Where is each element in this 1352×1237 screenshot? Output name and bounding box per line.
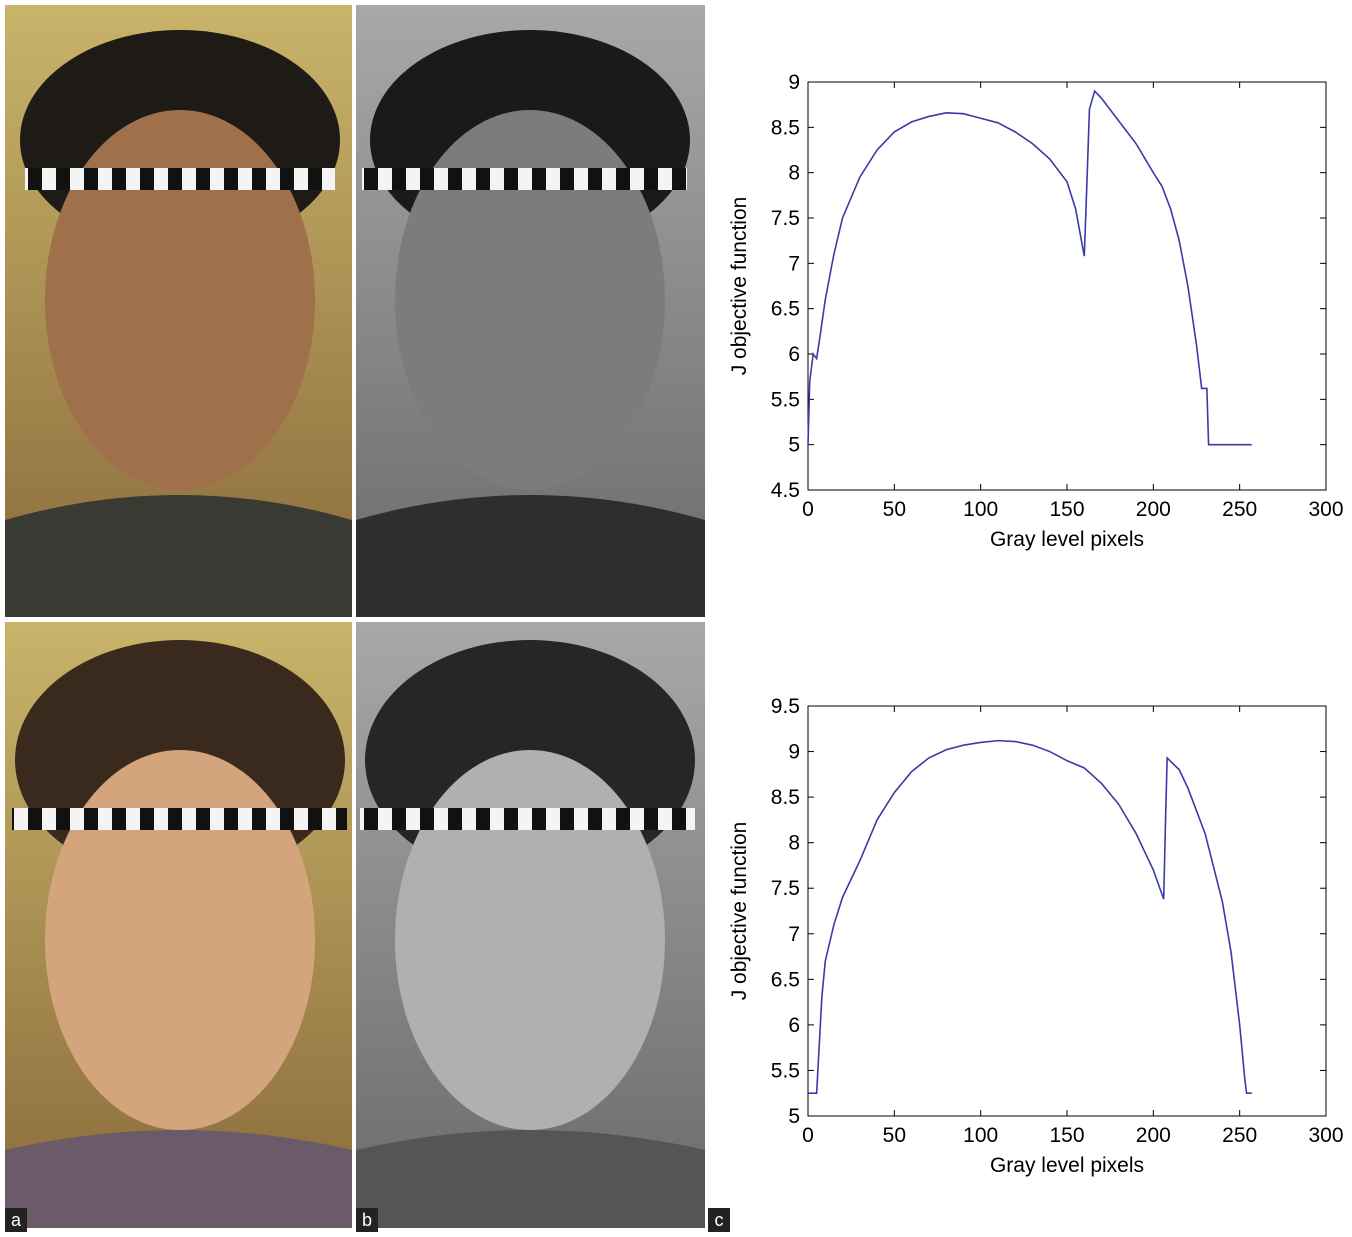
photo-b-bottom (356, 622, 705, 1228)
y-tick-label: 6.5 (771, 298, 800, 321)
y-tick-label: 6 (788, 343, 800, 366)
x-tick-label: 300 (1308, 1124, 1343, 1147)
y-tick-label: 8.5 (771, 116, 800, 139)
y-tick-label: 9 (788, 71, 800, 94)
x-tick-label: 50 (883, 498, 906, 521)
y-tick-label: 6 (788, 1014, 800, 1037)
panel-label-c: c (708, 1208, 730, 1232)
panel-label-b: b (356, 1208, 378, 1232)
y-tick-label: 9 (788, 741, 800, 764)
panel-label: c (715, 1210, 724, 1230)
x-tick-label: 0 (802, 498, 814, 521)
x-tick-label: 100 (963, 1124, 998, 1147)
plot-frame (808, 82, 1326, 490)
y-tick-label: 8 (788, 832, 800, 855)
y-tick-label: 7.5 (771, 877, 800, 900)
x-tick-label: 250 (1222, 1124, 1257, 1147)
photo-a-bottom (5, 622, 352, 1228)
y-tick-label: 6.5 (771, 968, 800, 991)
x-tick-label: 200 (1136, 498, 1171, 521)
y-tick-label: 5 (788, 434, 800, 457)
y-tick-label: 7 (788, 923, 800, 946)
panel-label: b (362, 1210, 372, 1230)
x-tick-label: 150 (1049, 1124, 1084, 1147)
panel-label-a: a (5, 1208, 27, 1232)
photo-b-top (356, 5, 705, 617)
y-tick-label: 5 (788, 1105, 800, 1128)
x-axis-label: Gray level pixels (990, 1154, 1144, 1177)
x-axis-label: Gray level pixels (990, 528, 1144, 551)
panel-label: a (11, 1210, 22, 1230)
x-tick-label: 250 (1222, 498, 1257, 521)
y-axis-label: J objective function (728, 822, 751, 1001)
y-axis-label: J objective function (728, 197, 751, 376)
plot-frame (808, 706, 1326, 1116)
x-tick-label: 0 (802, 1124, 814, 1147)
x-tick-label: 100 (963, 498, 998, 521)
x-tick-label: 150 (1049, 498, 1084, 521)
y-tick-label: 8 (788, 162, 800, 185)
y-tick-label: 4.5 (771, 479, 800, 502)
photo-a-top (5, 5, 352, 617)
y-tick-label: 5.5 (771, 1059, 800, 1082)
figure: a b c 4.555.566.577.588.5905010015020025… (0, 0, 1352, 1232)
y-tick-label: 5.5 (771, 388, 800, 411)
x-tick-label: 50 (883, 1124, 906, 1147)
x-tick-label: 200 (1136, 1124, 1171, 1147)
y-tick-label: 7.5 (771, 207, 800, 230)
x-tick-label: 300 (1308, 498, 1343, 521)
y-tick-label: 8.5 (771, 786, 800, 809)
y-tick-label: 7 (788, 252, 800, 275)
y-tick-label: 9.5 (771, 695, 800, 718)
